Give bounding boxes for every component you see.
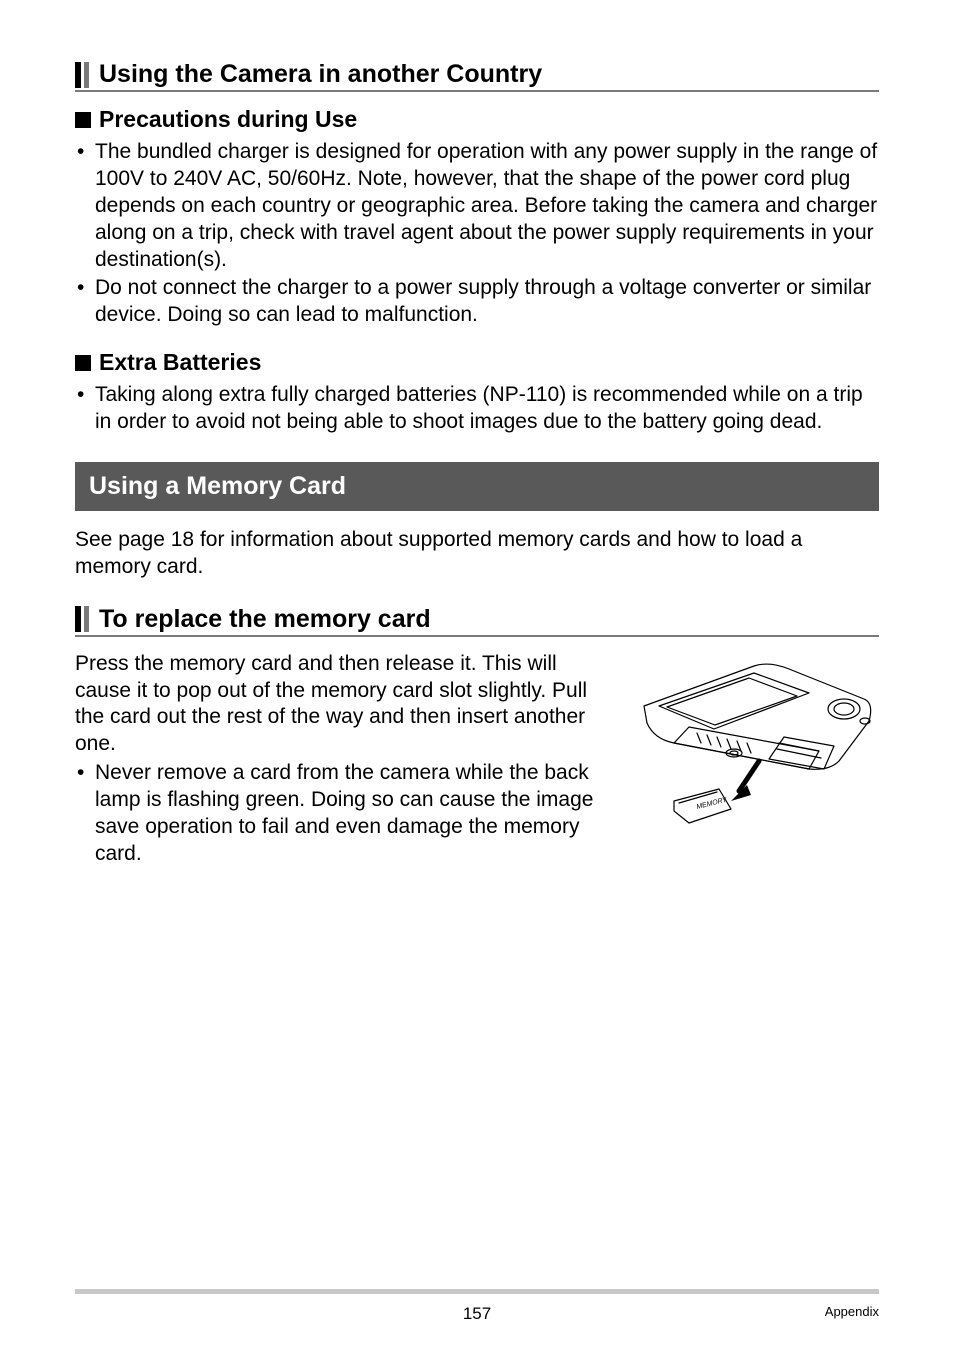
subheading-tick-thin xyxy=(84,606,89,632)
page-number: 157 xyxy=(463,1304,491,1324)
subheading-tick-thin xyxy=(84,62,89,88)
replace-paragraph: Press the memory card and then release i… xyxy=(75,651,599,759)
subheading-replace-title: To replace the memory card xyxy=(99,605,431,634)
extra-batteries-list: Taking along extra fully charged batteri… xyxy=(75,382,879,436)
precautions-title: Precautions during Use xyxy=(99,106,357,133)
camera-memory-card-illustration: MEMORY xyxy=(619,651,879,831)
subheading-country: Using the Camera in another Country xyxy=(75,60,879,92)
subheading-replace: To replace the memory card xyxy=(75,605,879,637)
list-item: Never remove a card from the camera whil… xyxy=(75,760,599,868)
page-footer: 157 Appendix xyxy=(75,1289,879,1319)
subheading-tick-thick xyxy=(75,62,81,88)
footer-section-label: Appendix xyxy=(825,1304,879,1319)
square-bullet-icon xyxy=(75,112,91,128)
precautions-list: The bundled charger is designed for oper… xyxy=(75,139,879,329)
list-item: Taking along extra fully charged batteri… xyxy=(75,382,879,436)
list-item: The bundled charger is designed for oper… xyxy=(75,139,879,273)
memory-card-intro: See page 18 for information about suppor… xyxy=(75,527,879,581)
list-item: Do not connect the charger to a power su… xyxy=(75,275,879,329)
square-bullet-icon xyxy=(75,355,91,371)
section-memory-card: Using a Memory Card xyxy=(75,462,879,511)
section-memory-card-title: Using a Memory Card xyxy=(89,472,346,500)
replace-list: Never remove a card from the camera whil… xyxy=(75,760,599,868)
subheading-country-title: Using the Camera in another Country xyxy=(99,60,542,89)
memory-card-label: MEMORY xyxy=(696,796,729,811)
extra-batteries-heading: Extra Batteries xyxy=(75,349,879,376)
precautions-heading: Precautions during Use xyxy=(75,106,879,133)
subheading-tick-thick xyxy=(75,606,81,632)
footer-divider xyxy=(75,1289,879,1294)
extra-batteries-title: Extra Batteries xyxy=(99,349,261,376)
